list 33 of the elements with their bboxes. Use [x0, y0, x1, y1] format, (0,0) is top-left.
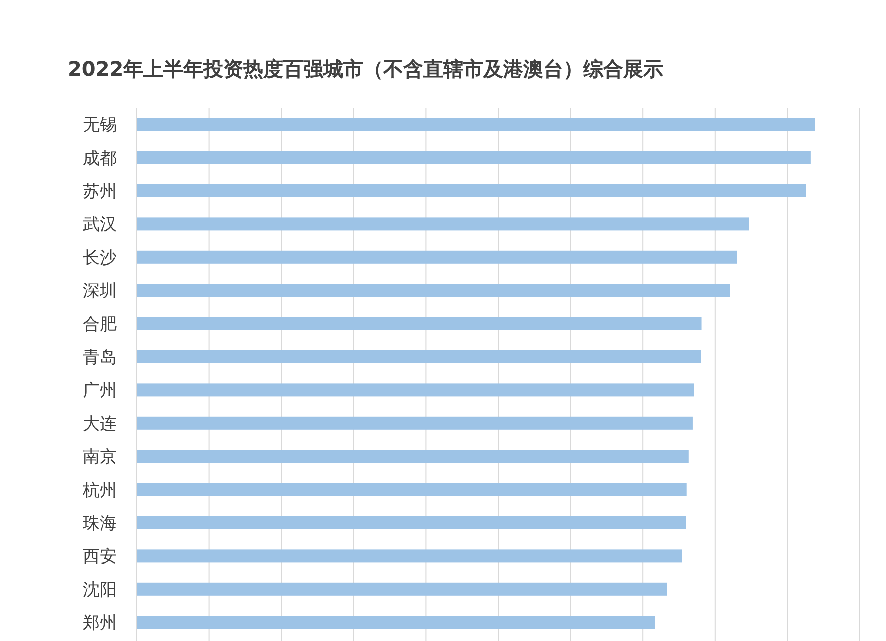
- bar: [137, 151, 811, 164]
- y-tick-label: 广州: [83, 381, 117, 402]
- bar: [137, 317, 702, 330]
- y-tick-label: 成都: [83, 148, 117, 169]
- bar: [137, 516, 686, 530]
- bar: [137, 416, 693, 430]
- chart-title: 2022年上半年投资热度百强城市（不含直辖市及港澳台）综合展示: [68, 57, 664, 81]
- y-tick-label: 南京: [83, 448, 117, 468]
- bar: [137, 450, 689, 464]
- bar: [137, 250, 738, 264]
- y-tick-label: 苏州: [83, 182, 117, 202]
- y-tick-label: 武汉: [83, 215, 117, 236]
- bar: [137, 483, 687, 496]
- bar: [137, 118, 815, 132]
- bar: [137, 550, 682, 563]
- bar: [137, 384, 694, 397]
- y-tick-label: 青岛: [83, 348, 117, 368]
- y-tick-label: 郑州: [83, 614, 117, 634]
- y-tick-label: 长沙: [83, 248, 117, 268]
- y-tick-label: 沈阳: [83, 580, 117, 600]
- y-tick-label: 杭州: [82, 480, 117, 501]
- y-tick-label: 无锡: [83, 116, 117, 136]
- bar: [137, 184, 806, 198]
- bar: [137, 350, 702, 364]
- bar: [137, 218, 750, 231]
- y-tick-label: 深圳: [83, 282, 117, 302]
- y-tick-label: 珠海: [83, 514, 117, 534]
- y-tick-label: 西安: [83, 547, 117, 568]
- y-tick-label: 大连: [83, 414, 117, 434]
- bar: [137, 582, 668, 596]
- bar: [137, 616, 655, 630]
- y-tick-label: 合肥: [83, 314, 117, 335]
- bar: [137, 284, 730, 298]
